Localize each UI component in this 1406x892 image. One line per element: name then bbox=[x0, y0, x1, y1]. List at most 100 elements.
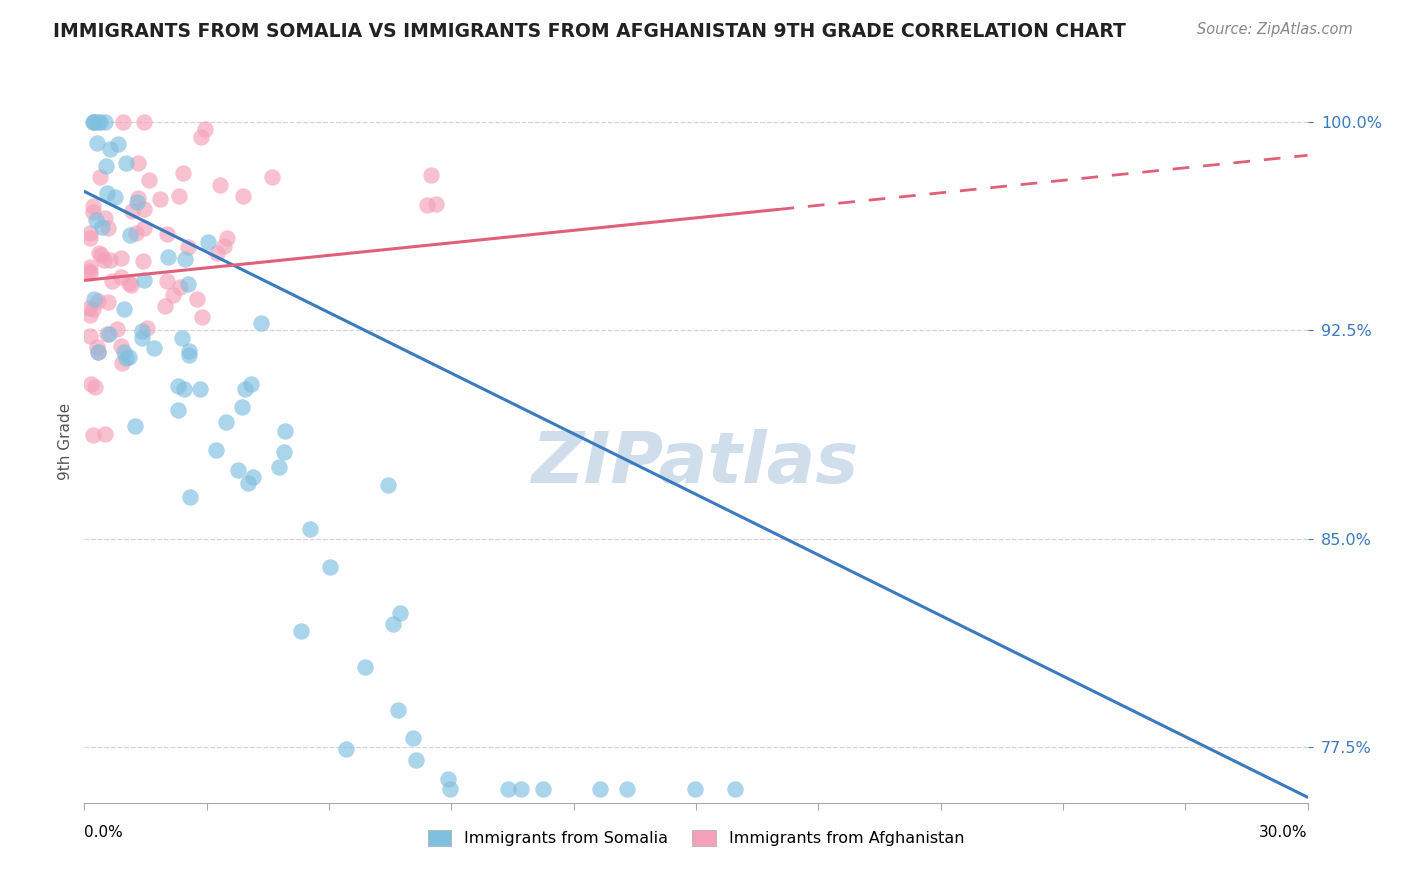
Point bbox=[110, 269, 132, 284]
Point bbox=[233, 382, 256, 396]
Point bbox=[82, 428, 104, 442]
Point bbox=[132, 253, 155, 268]
Point bbox=[118, 277, 141, 291]
Text: 0.0%: 0.0% bbox=[84, 825, 124, 840]
Point bbox=[212, 239, 235, 253]
Point bbox=[215, 415, 238, 429]
Point bbox=[132, 202, 155, 217]
Point bbox=[91, 220, 114, 235]
Text: IMMIGRANTS FROM SOMALIA VS IMMIGRANTS FROM AFGHANISTAN 9TH GRADE CORRELATION CHA: IMMIGRANTS FROM SOMALIA VS IMMIGRANTS FR… bbox=[53, 22, 1126, 41]
Point bbox=[83, 115, 105, 129]
Point bbox=[90, 248, 112, 262]
Point bbox=[89, 169, 111, 184]
Point bbox=[179, 490, 201, 504]
Point bbox=[104, 190, 127, 204]
Point bbox=[77, 301, 100, 315]
Point bbox=[436, 772, 458, 787]
Point bbox=[173, 382, 195, 396]
Point bbox=[110, 339, 132, 353]
Point bbox=[86, 213, 108, 227]
Point bbox=[96, 186, 118, 201]
Y-axis label: 9th Grade: 9th Grade bbox=[58, 403, 73, 480]
Point bbox=[177, 277, 200, 291]
Point bbox=[100, 143, 122, 157]
Point bbox=[242, 470, 264, 484]
Point bbox=[170, 331, 193, 345]
Point bbox=[96, 326, 118, 341]
Point bbox=[231, 400, 253, 414]
Point bbox=[217, 231, 239, 245]
Point bbox=[83, 292, 105, 306]
Point bbox=[86, 340, 108, 354]
Point bbox=[194, 121, 217, 136]
Point bbox=[127, 156, 149, 170]
Point bbox=[166, 403, 188, 417]
Point bbox=[87, 246, 110, 260]
Point bbox=[177, 240, 200, 254]
Point bbox=[138, 173, 160, 187]
Point bbox=[167, 189, 190, 203]
Point bbox=[157, 250, 180, 264]
Point bbox=[232, 189, 254, 203]
Point bbox=[724, 781, 747, 796]
Point bbox=[98, 326, 121, 341]
Point bbox=[616, 781, 638, 796]
Point bbox=[110, 251, 132, 265]
Point bbox=[186, 293, 208, 307]
Point bbox=[439, 781, 461, 796]
Point bbox=[425, 196, 447, 211]
Text: Source: ZipAtlas.com: Source: ZipAtlas.com bbox=[1197, 22, 1353, 37]
Point bbox=[402, 731, 425, 746]
Point bbox=[236, 476, 259, 491]
Point bbox=[89, 115, 111, 129]
Point bbox=[155, 227, 177, 241]
Point bbox=[79, 266, 101, 280]
Point bbox=[118, 350, 141, 364]
Point bbox=[82, 302, 104, 317]
Point bbox=[207, 245, 229, 260]
Point bbox=[143, 342, 166, 356]
Point bbox=[93, 211, 115, 225]
Point bbox=[94, 426, 117, 441]
Point bbox=[105, 322, 128, 336]
Point bbox=[405, 753, 427, 767]
Point bbox=[86, 345, 108, 359]
Point bbox=[112, 345, 135, 359]
Point bbox=[79, 308, 101, 322]
Point bbox=[120, 278, 142, 293]
Point bbox=[416, 197, 439, 211]
Point bbox=[381, 617, 404, 632]
Point bbox=[174, 252, 197, 266]
Point bbox=[239, 376, 262, 391]
Point bbox=[131, 331, 153, 345]
Point bbox=[98, 252, 121, 267]
Point bbox=[273, 425, 295, 439]
Point bbox=[226, 463, 249, 477]
Point bbox=[156, 274, 179, 288]
Point bbox=[86, 136, 108, 150]
Point bbox=[127, 191, 149, 205]
Text: ZIPatlas: ZIPatlas bbox=[533, 429, 859, 498]
Point bbox=[190, 129, 212, 144]
Point bbox=[420, 168, 443, 182]
Point bbox=[208, 178, 231, 193]
Legend: Immigrants from Somalia, Immigrants from Afghanistan: Immigrants from Somalia, Immigrants from… bbox=[422, 823, 970, 853]
Point bbox=[153, 299, 176, 313]
Point bbox=[335, 741, 357, 756]
Point bbox=[97, 294, 120, 309]
Point bbox=[319, 559, 342, 574]
Point bbox=[124, 418, 146, 433]
Point bbox=[79, 231, 101, 245]
Point bbox=[589, 781, 612, 796]
Point bbox=[132, 273, 155, 287]
Point bbox=[125, 194, 148, 209]
Point bbox=[83, 115, 105, 129]
Point bbox=[197, 235, 219, 249]
Point bbox=[87, 345, 110, 359]
Point bbox=[94, 115, 117, 129]
Point bbox=[298, 522, 321, 536]
Point bbox=[79, 226, 101, 240]
Point bbox=[77, 264, 100, 278]
Point bbox=[82, 204, 104, 219]
Point bbox=[86, 293, 108, 308]
